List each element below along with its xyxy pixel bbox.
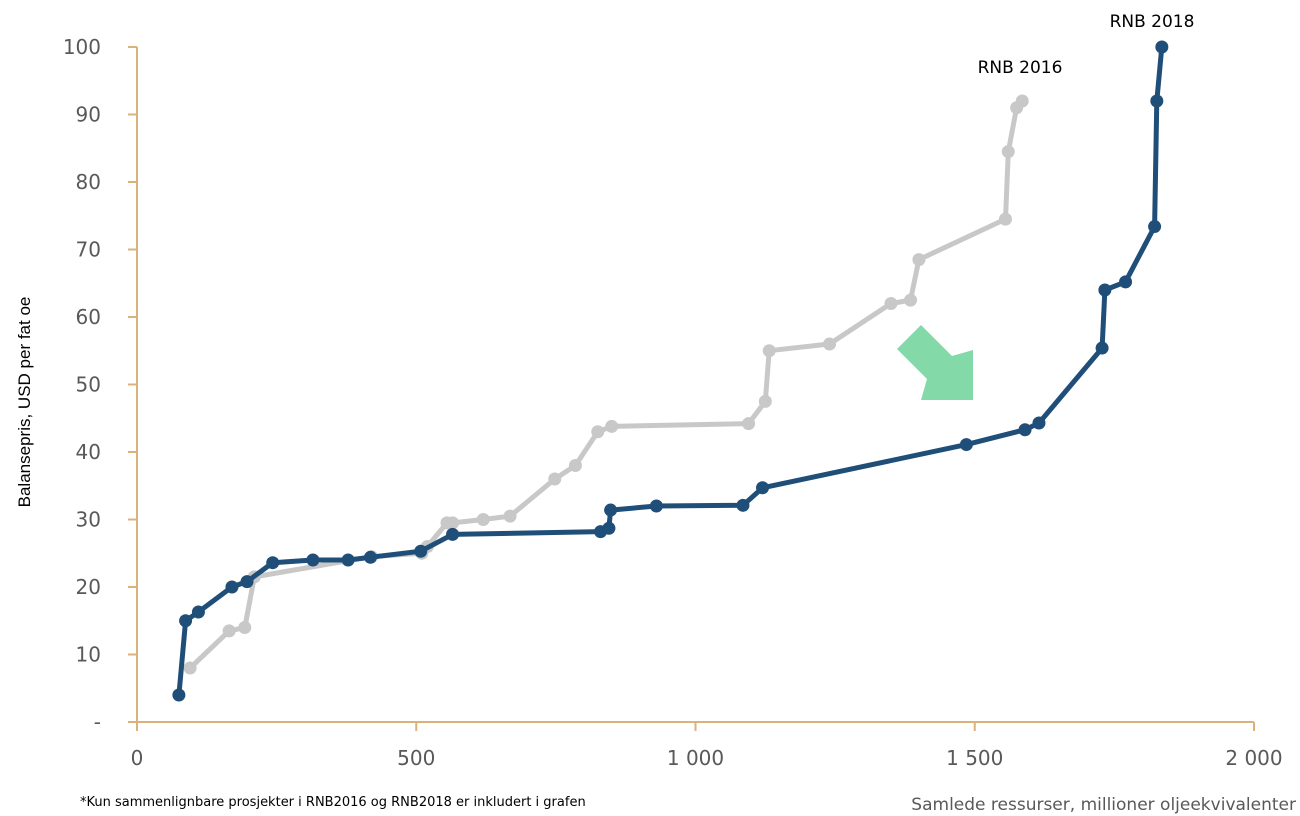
data-point [884,297,898,310]
data-point [1018,423,1032,437]
x-tick-label: 2 000 [1225,746,1282,770]
series-line [187,98,1025,671]
data-point [605,419,619,433]
x-tick-label: 1 000 [667,746,724,770]
data-point [341,553,355,567]
series-line [176,44,1165,698]
data-point [191,605,205,619]
axes [136,47,1254,723]
data-point [649,499,663,513]
data-point [959,438,973,452]
data-point [222,624,236,638]
data-point [306,553,320,567]
y-tick-label: 40 [76,440,101,464]
data-point [904,293,918,307]
data-point [602,521,616,535]
data-point [823,337,837,351]
data-point [179,614,193,628]
data-point [446,527,460,541]
y-tick-label: 80 [76,170,101,194]
y-axis-label: Balansepris, USD per fat oe [15,297,34,508]
y-tick-label: 10 [76,643,101,667]
data-point [183,661,197,675]
data-point [1001,145,1015,159]
data-point [912,253,926,267]
series-1 [172,40,1169,702]
data-point [548,472,562,486]
data-point [762,344,776,358]
y-tick-label: 50 [76,373,101,397]
down-right-arrow-icon [897,325,973,400]
data-point [998,212,1012,226]
data-point [414,544,428,558]
data-point [446,516,460,530]
series-0 [183,94,1029,675]
data-point [1032,416,1046,430]
x-ticks: 0 500 1 000 1 500 2 000 [131,722,1283,770]
data-point [503,509,517,523]
y-tick-label: 90 [76,103,101,127]
y-tick-label: 30 [76,508,101,532]
data-point [1119,275,1133,289]
x-tick-label: 1 500 [946,746,1003,770]
y-tick-label: - [94,710,101,734]
y-tick-label: 100 [63,35,101,59]
data-point [756,481,770,495]
data-point [1155,40,1169,54]
data-point [476,513,490,526]
data-point [363,550,377,564]
data-point [758,394,772,408]
y-ticks: - 10 20 30 40 50 60 70 80 90 100 [63,35,137,734]
data-point [736,498,750,512]
footnote: *Kun sammenlignbare prosjekter i RNB2016… [80,795,586,810]
x-axis-label: Samlede ressurser, millioner oljeekvival… [911,795,1296,815]
series-name-label: RNB 2018 [1110,12,1195,32]
data-point [1148,220,1162,234]
y-tick-label: 70 [76,238,101,262]
series-name-label: RNB 2016 [978,58,1063,78]
x-tick-label: 0 [131,746,144,770]
data-point [266,556,280,570]
data-point [1095,341,1109,355]
data-point [568,459,582,472]
data-point [604,503,618,517]
data-point [225,580,239,594]
series-labels: RNB 2016 RNB 2018 [978,12,1195,78]
data-point [591,425,605,439]
data-point [238,621,252,634]
data-point [1015,94,1029,108]
y-tick-label: 60 [76,305,101,329]
data-point [240,575,254,589]
series-layer [172,40,1169,702]
y-tick-label: 20 [76,575,101,599]
data-point [172,688,186,702]
data-point [742,417,756,431]
x-tick-label: 500 [397,746,435,770]
data-point [1098,283,1112,297]
data-point [1150,94,1164,108]
